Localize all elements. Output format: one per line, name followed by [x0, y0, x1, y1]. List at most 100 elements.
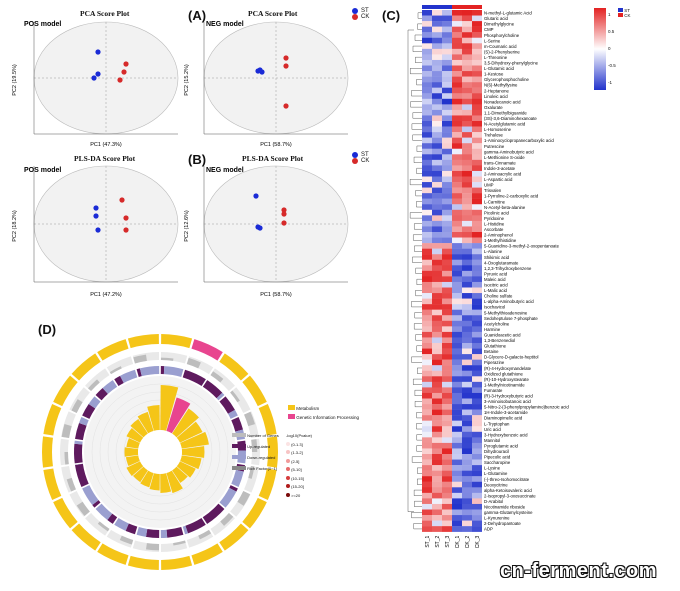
- heatmap-cell: [452, 226, 462, 233]
- heatmap-cell: [432, 337, 442, 344]
- heatmap-cell: [432, 126, 442, 133]
- heatmap-cell: [472, 176, 482, 183]
- pathway-segment: [258, 468, 277, 500]
- heatmap-cell: [422, 26, 432, 33]
- gene-count-bar: [64, 452, 69, 465]
- heatmap-cell: [442, 154, 452, 161]
- pathway-segment: [267, 436, 278, 468]
- down-regulated-bar: [139, 366, 160, 377]
- heatmap-cell: [432, 204, 442, 210]
- heatmap-cell: [442, 32, 452, 38]
- heatmap-cell: [472, 104, 482, 111]
- heatmap-cell: [432, 48, 442, 55]
- gene-count-bar: [133, 354, 147, 364]
- heatmap-cell: [442, 198, 452, 205]
- heatmap-cell: [462, 104, 472, 111]
- heatmap-cell: [432, 21, 442, 27]
- heatmap-cell: [452, 109, 462, 116]
- heatmap-cell: [442, 459, 452, 466]
- heatmap-cell: [422, 226, 432, 233]
- heatmap-row-label: 2-Aminoacrylic acid: [484, 172, 522, 177]
- pathway-segment: [219, 353, 249, 381]
- heatmap-cell: [462, 87, 472, 94]
- plsda-neg-model-label: NEG model: [206, 167, 244, 174]
- heatmap-cell: [462, 359, 472, 366]
- rich-factor-bar: [126, 438, 140, 449]
- heatmap-cell: [432, 392, 442, 399]
- heatmap-cell: [442, 176, 452, 183]
- gene-count-bar: [237, 491, 251, 506]
- heatmap-row-label: Pyruvic acid: [484, 271, 508, 276]
- heatmap-cell: [442, 93, 452, 99]
- heatmap-cell: [442, 398, 452, 405]
- heatmap-cell: [432, 454, 442, 460]
- gene-count-bar: [210, 371, 224, 383]
- pathway-segment: [127, 555, 159, 570]
- pathway-segment: [53, 375, 78, 407]
- heatmap-cell: [462, 109, 472, 116]
- heatmap-row-label: ADP: [484, 527, 493, 532]
- heatmap-cell: [442, 71, 452, 77]
- heatmap-cell: [422, 154, 432, 161]
- heatmap-cell: [452, 237, 462, 244]
- heatmap-cell: [432, 176, 442, 183]
- heatmap-cell: [472, 143, 482, 149]
- rich-factor-bar: [124, 447, 139, 457]
- heatmap-cell: [452, 359, 462, 366]
- heatmap-cell: [432, 387, 442, 394]
- heatmap-cell: [442, 337, 452, 344]
- pathway-segment: [97, 543, 129, 565]
- heatmap-cell: [432, 121, 442, 127]
- up-regulated-bar: [75, 422, 87, 441]
- heatmap-row-label: Dihydrouracil: [484, 449, 509, 454]
- heatmap-cell: [422, 137, 432, 144]
- down-regulated-bar: [163, 366, 184, 377]
- heatmap-cell: [432, 226, 442, 233]
- heatmap-cell: [472, 470, 482, 477]
- heatmap-cell: [422, 87, 432, 94]
- heatmap-cell: [472, 48, 482, 55]
- heatmap-cell: [432, 481, 442, 488]
- heatmap-row-label: (3S)-3,6-Diaminohexanoate: [484, 116, 537, 121]
- ck-point: [117, 77, 123, 83]
- heatmap-cell: [462, 337, 472, 344]
- heatmap-row-label: Putrescine: [484, 144, 505, 149]
- rich-factor-bar: [125, 455, 140, 467]
- heatmap-row-label: 3,5-Dihydroxy-phenylglycine: [484, 61, 539, 66]
- rich-factor-bar: [172, 408, 199, 438]
- up-regulated-bar: [229, 485, 238, 492]
- heatmap-cell: [452, 76, 462, 83]
- heatmap-cell: [462, 143, 472, 149]
- heatmap-cell: [422, 454, 432, 460]
- heatmap-cell: [422, 48, 432, 55]
- down-regulated-bar: [74, 463, 83, 466]
- heatmap-cell: [442, 515, 452, 521]
- plsda-neg-title: PLS-DA Score Plot: [242, 154, 304, 163]
- heatmap-cell: [422, 237, 432, 244]
- heatmap-cell: [462, 348, 472, 355]
- heatmap-cell: [462, 354, 472, 360]
- heatmap-cell: [432, 165, 442, 172]
- heatmap-cell: [452, 59, 462, 66]
- heatmap-cell: [452, 193, 462, 199]
- heatmap-row-label: Oxidized glutathione: [484, 371, 524, 376]
- heatmap-col-label: ST_1: [425, 535, 431, 547]
- ck-point: [123, 227, 129, 233]
- heatmap-cell: [472, 187, 482, 194]
- heatmap-cell: [462, 76, 472, 83]
- heatmap-cell: [452, 104, 462, 111]
- heatmap-row-label: L-alpha-Aminobutyric acid: [484, 299, 534, 304]
- heatmap-cell: [422, 326, 432, 333]
- pathway-segment: [71, 523, 101, 551]
- heatmap-cell: [432, 298, 442, 305]
- heatmap-cell: [452, 503, 462, 510]
- heatmap-cell: [442, 442, 452, 449]
- heatmap-cell: [472, 437, 482, 444]
- circos-legend-mid: Number of Genes Up-regulated Down-regula…: [232, 430, 279, 474]
- up-regulated-bar: [145, 528, 160, 538]
- gene-count-bar: [76, 501, 90, 517]
- pca-neg-model-label: NEG model: [206, 21, 244, 28]
- pathway-segment: [219, 523, 249, 551]
- heatmap-row-label: L-Kynurenine: [484, 516, 510, 521]
- heatmap-row-label: 1-Methylnicotinamide: [484, 382, 525, 387]
